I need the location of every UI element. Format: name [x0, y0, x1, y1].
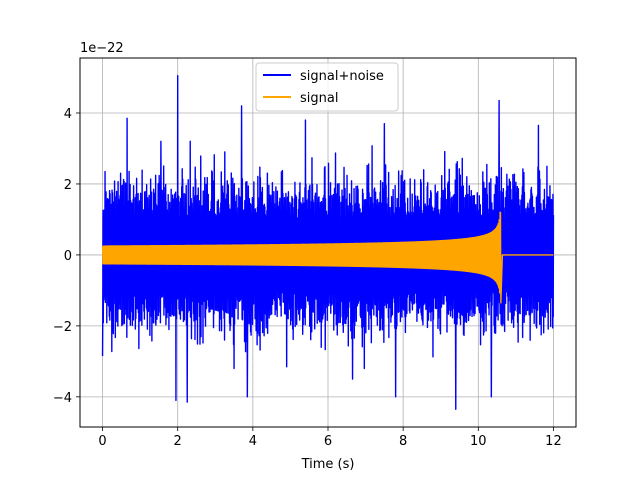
y-axis: −4 −2 0 2 4 — [53, 107, 80, 406]
x-tick-label: 6 — [324, 434, 332, 449]
x-tick-label: 10 — [470, 434, 487, 449]
x-tick-label: 0 — [98, 434, 106, 449]
y-tick-label: −4 — [53, 391, 72, 406]
x-tick-label: 12 — [545, 434, 562, 449]
legend-label-signal: signal — [300, 91, 338, 106]
series-line-signal-noise — [101, 75, 555, 410]
y-tick-label: 4 — [64, 107, 72, 122]
legend: signal+noise signal — [255, 62, 399, 112]
legend-box — [255, 62, 399, 112]
x-tick-label: 2 — [174, 434, 182, 449]
y-offset-label: 1e−22 — [80, 41, 124, 56]
series-line-signal — [101, 211, 554, 304]
y-tick-label: 0 — [64, 249, 72, 264]
x-axis-label: Time (s) — [301, 457, 355, 472]
plot-series — [101, 75, 555, 410]
y-tick-label: 2 — [64, 178, 72, 193]
y-tick-label: −2 — [53, 320, 72, 335]
x-tick-label: 4 — [249, 434, 257, 449]
x-axis: 0 2 4 6 8 10 12 — [98, 427, 562, 449]
legend-label-signal-noise: signal+noise — [300, 69, 384, 84]
x-tick-label: 8 — [399, 434, 407, 449]
